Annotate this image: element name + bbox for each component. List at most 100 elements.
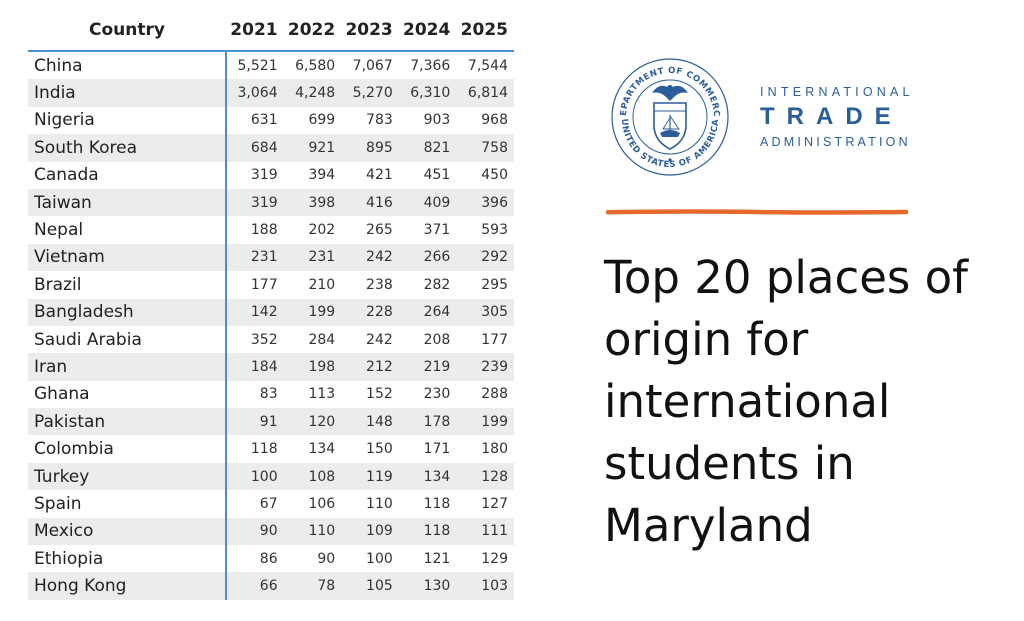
country-cell: Vietnam: [28, 243, 228, 272]
value-cell: 319: [226, 188, 284, 217]
value-cell: 130: [398, 572, 457, 600]
student-origin-table: Country 2021 2022 2023 2024 2025 China 5,521 6,…: [28, 10, 514, 600]
value-cell: 921: [283, 134, 342, 162]
value-cell: 821: [398, 134, 457, 162]
value-cell: 394: [283, 161, 342, 189]
country-cell: Bangladesh: [28, 298, 228, 326]
title-line: Top 20 places of: [604, 251, 968, 304]
value-cell: 288: [456, 380, 514, 409]
value-cell: 100: [341, 545, 399, 573]
value-cell: 398: [283, 188, 342, 217]
value-cell: 178: [398, 408, 457, 436]
value-cell: 118: [398, 490, 457, 518]
value-cell: 66: [226, 572, 284, 600]
ita-wordmark-administration: ADMINISTRATION: [760, 135, 911, 149]
value-cell: 699: [283, 106, 342, 135]
value-cell: 199: [283, 298, 342, 326]
table-row: Pakistan 91 120 148 178 199: [28, 408, 514, 436]
country-cell: Saudi Arabia: [28, 325, 228, 354]
value-cell: 593: [456, 216, 514, 244]
table-row: Spain 67 106 110 118 127: [28, 490, 514, 518]
value-cell: 242: [341, 243, 399, 272]
value-cell: 106: [283, 490, 342, 518]
value-cell: 396: [456, 188, 514, 217]
value-cell: 91: [226, 408, 284, 436]
table-row: Saudi Arabia 352 284 242 208 177: [28, 325, 514, 354]
student-origin-table-container: Country 2021 2022 2023 2024 2025 China 5,521 6,…: [28, 10, 514, 600]
value-cell: 188: [226, 216, 284, 244]
value-cell: 134: [283, 435, 342, 463]
value-cell: 110: [283, 517, 342, 546]
country-cell: Iran: [28, 353, 228, 381]
title-line: origin for: [604, 313, 809, 366]
value-cell: 758: [456, 134, 514, 162]
country-cell: Ethiopia: [28, 545, 228, 573]
value-cell: 150: [341, 435, 399, 463]
header-year: 2022: [283, 10, 342, 52]
header-year: 2024: [398, 10, 457, 52]
value-cell: 208: [398, 325, 457, 354]
country-cell: Ghana: [28, 380, 228, 409]
value-cell: 265: [341, 216, 399, 244]
value-cell: 416: [341, 188, 399, 217]
value-cell: 142: [226, 298, 284, 326]
table-row: India 3,064 4,248 5,270 6,310 6,814: [28, 79, 514, 107]
ita-wordmark-international: INTERNATIONAL: [760, 85, 914, 99]
value-cell: 152: [341, 380, 399, 409]
value-cell: 78: [283, 572, 342, 600]
value-cell: 6,814: [456, 79, 514, 107]
value-cell: 4,248: [283, 79, 342, 107]
value-cell: 7,366: [398, 51, 457, 80]
value-cell: 177: [456, 325, 514, 354]
value-cell: 210: [283, 271, 342, 299]
value-cell: 292: [456, 243, 514, 272]
value-cell: 7,544: [456, 51, 514, 80]
table-row: Taiwan 319 398 416 409 396: [28, 188, 514, 217]
value-cell: 242: [341, 325, 399, 354]
country-cell: India: [28, 79, 228, 107]
value-cell: 239: [456, 353, 514, 381]
value-cell: 421: [341, 161, 399, 189]
value-cell: 5,521: [226, 51, 284, 80]
value-cell: 180: [456, 435, 514, 463]
table-row: Colombia 118 134 150 171 180: [28, 435, 514, 463]
country-cell: Colombia: [28, 435, 228, 463]
table-row: Mexico 90 110 109 118 111: [28, 517, 514, 546]
value-cell: 3,064: [226, 79, 284, 107]
value-cell: 113: [283, 380, 342, 409]
value-cell: 7,067: [341, 51, 399, 80]
value-cell: 128: [456, 462, 514, 491]
table-row: Nigeria 631 699 783 903 968: [28, 106, 514, 135]
value-cell: 264: [398, 298, 457, 326]
table-row: Brazil 177 210 238 282 295: [28, 271, 514, 299]
country-cell: Brazil: [28, 271, 228, 299]
value-cell: 319: [226, 161, 284, 189]
value-cell: 231: [226, 243, 284, 272]
value-cell: 451: [398, 161, 457, 189]
table-row: China 5,521 6,580 7,067 7,366 7,544: [28, 51, 514, 80]
value-cell: 103: [456, 572, 514, 600]
value-cell: 110: [341, 490, 399, 518]
title-line: international: [604, 375, 891, 428]
country-cell: South Korea: [28, 134, 228, 162]
country-cell: Nigeria: [28, 106, 228, 135]
value-cell: 108: [283, 462, 342, 491]
value-cell: 231: [283, 243, 342, 272]
value-cell: 199: [456, 408, 514, 436]
header-year: 2025: [456, 10, 514, 52]
table-row: South Korea 684 921 895 821 758: [28, 134, 514, 162]
value-cell: 238: [341, 271, 399, 299]
value-cell: 783: [341, 106, 399, 135]
value-cell: 903: [398, 106, 457, 135]
ita-logo: DEPARTMENT OF COMMERCE UNITED STATES OF …: [608, 55, 914, 180]
value-cell: 86: [226, 545, 284, 573]
value-cell: 409: [398, 188, 457, 217]
value-cell: 90: [283, 545, 342, 573]
country-cell: Spain: [28, 490, 228, 518]
table-row: Turkey 100 108 119 134 128: [28, 462, 514, 491]
page-title: Top 20 places of origin for international s…: [604, 247, 1004, 557]
value-cell: 371: [398, 216, 457, 244]
country-cell: China: [28, 51, 228, 80]
table-row: Hong Kong 66 78 105 130 103: [28, 572, 514, 600]
value-cell: 295: [456, 271, 514, 299]
